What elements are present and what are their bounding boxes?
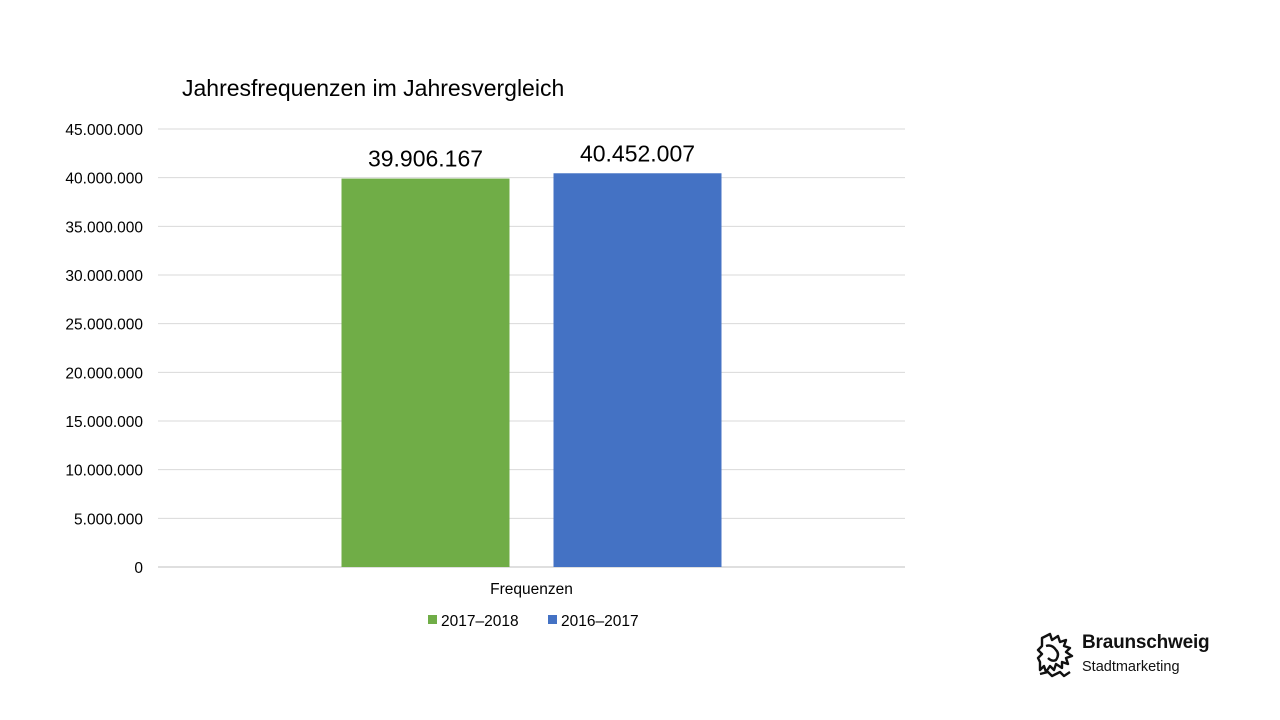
y-tick-label: 20.000.000 (65, 365, 143, 382)
y-tick-label: 15.000.000 (65, 414, 143, 431)
legend-label: 2017–2018 (441, 613, 519, 630)
logo-subtitle: Stadtmarketing (1082, 659, 1180, 675)
bar (553, 173, 722, 567)
y-axis-ticks: 0 5.000.000 10.000.000 15.000.000 20.000.000… (65, 122, 143, 577)
data-label: 39.906.167 (368, 146, 483, 172)
logo-title: Braunschweig (1082, 632, 1210, 653)
legend: 2017–2018 2016–2017 (428, 613, 639, 630)
legend-swatch (548, 615, 557, 624)
chart-title: Jahresfrequenzen im Jahresvergleich (182, 75, 564, 101)
y-tick-label: 40.000.000 (65, 171, 143, 188)
legend-swatch (428, 615, 437, 624)
y-tick-label: 0 (134, 560, 143, 577)
y-tick-label: 25.000.000 (65, 317, 143, 334)
gridlines (158, 128, 905, 568)
legend-label: 2016–2017 (561, 613, 639, 630)
y-tick-label: 5.000.000 (74, 511, 143, 528)
x-axis-categories: Frequenzen (490, 581, 573, 598)
y-tick-label: 10.000.000 (65, 463, 143, 480)
lion-icon (1036, 632, 1074, 678)
y-tick-label: 35.000.000 (65, 219, 143, 236)
data-label: 40.452.007 (580, 140, 695, 166)
y-tick-label: 30.000.000 (65, 268, 143, 285)
x-category-label: Frequenzen (490, 581, 573, 598)
data-labels: 39.906.167 40.452.007 (368, 140, 695, 171)
braunschweig-logo: Braunschweig Stadtmarketing (1036, 632, 1226, 680)
bar (341, 178, 510, 568)
bars (341, 173, 722, 568)
y-tick-label: 45.000.000 (65, 122, 143, 139)
